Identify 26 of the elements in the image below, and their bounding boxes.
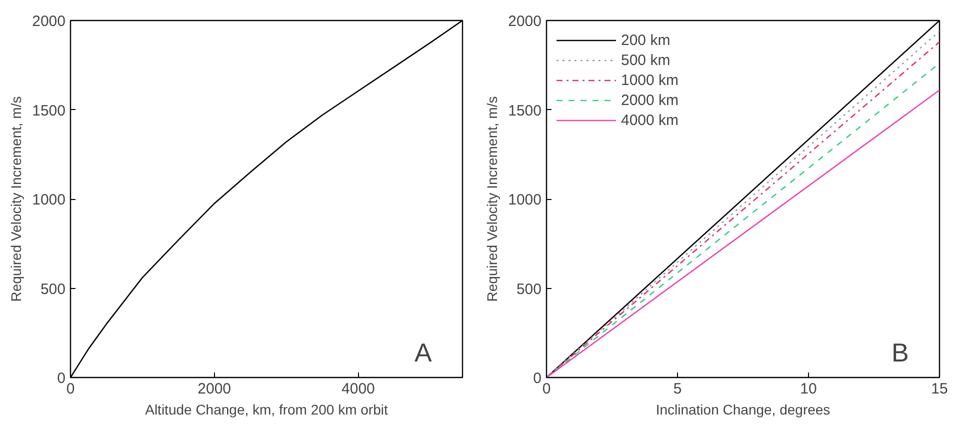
legend-label: 2000 km [621,92,679,108]
y-tick-label: 0 [533,370,542,387]
annotation: A [414,338,432,368]
x-axis-title: Inclination Change, degrees [656,402,830,418]
x-tick-label: 4000 [342,380,375,398]
legend-label: 1000 km [621,72,679,88]
y-tick-label: 1500 [508,102,542,120]
y-tick-label: 2000 [508,13,542,30]
x-tick-label: 5 [673,380,682,398]
legend-label: 500 km [621,52,670,68]
y-tick-label: 1500 [32,102,66,120]
x-tick-label: 10 [800,380,817,398]
y-tick-label: 1000 [32,192,66,208]
y-tick-label: 500 [40,280,66,298]
y-tick-label: 500 [516,280,542,298]
y-tick-label: 1000 [508,192,542,208]
x-axis-title: Altitude Change, km, from 200 km orbit [145,402,388,418]
y-axis-title: Required Velocity Increment, m/s [484,96,500,302]
y-axis-title: Required Velocity Increment, m/s [8,96,24,302]
y-tick-label: 0 [57,370,66,387]
legend-label: 200 km [621,32,670,48]
legend-label: 4000 km [621,112,679,128]
x-tick-label: 2000 [198,380,232,398]
annotation: B [892,338,909,368]
y-tick-label: 2000 [32,13,66,30]
x-tick-label: 15 [931,380,948,398]
